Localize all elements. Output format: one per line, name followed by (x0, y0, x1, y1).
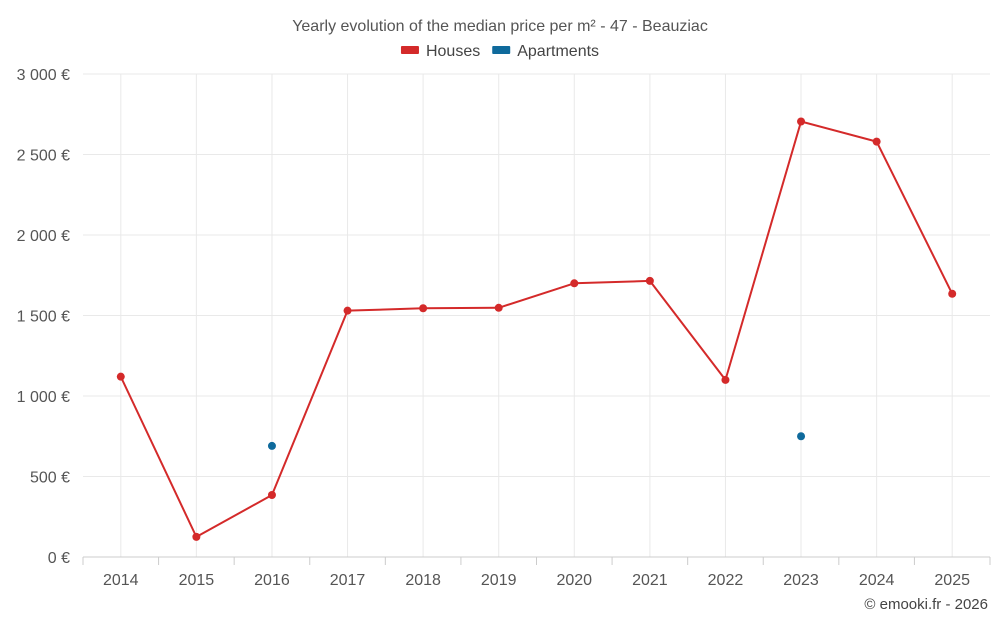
data-point-houses[interactable] (343, 306, 352, 315)
data-point-houses[interactable] (797, 117, 806, 126)
data-point-houses[interactable] (570, 279, 579, 288)
data-point-houses[interactable] (494, 303, 503, 312)
y-tick-label: 1 500 € (17, 309, 70, 326)
data-point-houses[interactable] (192, 532, 201, 541)
x-tick-label: 2022 (708, 572, 744, 589)
legend: Houses Apartments (400, 43, 599, 60)
data-point-houses[interactable] (267, 491, 276, 500)
data-point-houses[interactable] (419, 304, 428, 313)
x-tick-label: 2025 (934, 572, 970, 589)
y-axis: 0 € 500 € 1 000 € 1 500 € 2 000 € 2 500 € 3 00… (17, 67, 70, 567)
y-tick-label: 0 € (48, 550, 70, 567)
series-line-houses (119, 120, 954, 538)
credit-text: © emooki.fr - 2026 (864, 596, 988, 613)
x-tick-label: 2020 (556, 572, 592, 589)
y-tick-label: 500 € (30, 470, 70, 487)
y-tick-label: 2 500 € (17, 148, 70, 165)
chart-title: Yearly evolution of the median price per… (292, 18, 708, 35)
x-tick-label: 2017 (330, 572, 366, 589)
legend-label-houses: Houses (426, 43, 480, 60)
data-point-houses[interactable] (872, 137, 881, 146)
grid (83, 73, 990, 557)
data-point-apartments[interactable] (797, 432, 806, 441)
series-layer (116, 117, 957, 541)
legend-swatch-houses (400, 46, 419, 54)
x-tick-label: 2015 (179, 572, 215, 589)
x-tick-label: 2019 (481, 572, 517, 589)
legend-label-apartments: Apartments (517, 43, 599, 60)
legend-item-houses[interactable]: Houses (400, 43, 480, 60)
data-point-houses[interactable] (645, 276, 654, 285)
y-tick-label: 2 000 € (17, 228, 70, 245)
y-tick-label: 3 000 € (17, 67, 70, 84)
data-point-houses[interactable] (948, 289, 957, 298)
x-tick-label: 2018 (405, 572, 441, 589)
legend-swatch-apartments (492, 46, 511, 54)
data-point-apartments[interactable] (267, 441, 276, 450)
data-point-houses[interactable] (116, 372, 125, 381)
x-tick-label: 2021 (632, 572, 668, 589)
y-tick-label: 1 000 € (17, 389, 70, 406)
x-tick-label: 2024 (859, 572, 895, 589)
legend-item-apartments[interactable]: Apartments (492, 43, 599, 60)
x-tick-label: 2023 (783, 572, 819, 589)
x-tick-label: 2016 (254, 572, 290, 589)
data-point-houses[interactable] (721, 375, 730, 384)
x-tick-label: 2014 (103, 572, 139, 589)
x-axis: 2014 2015 2016 2017 2018 2019 2020 2021 2022 2023… (82, 556, 991, 589)
